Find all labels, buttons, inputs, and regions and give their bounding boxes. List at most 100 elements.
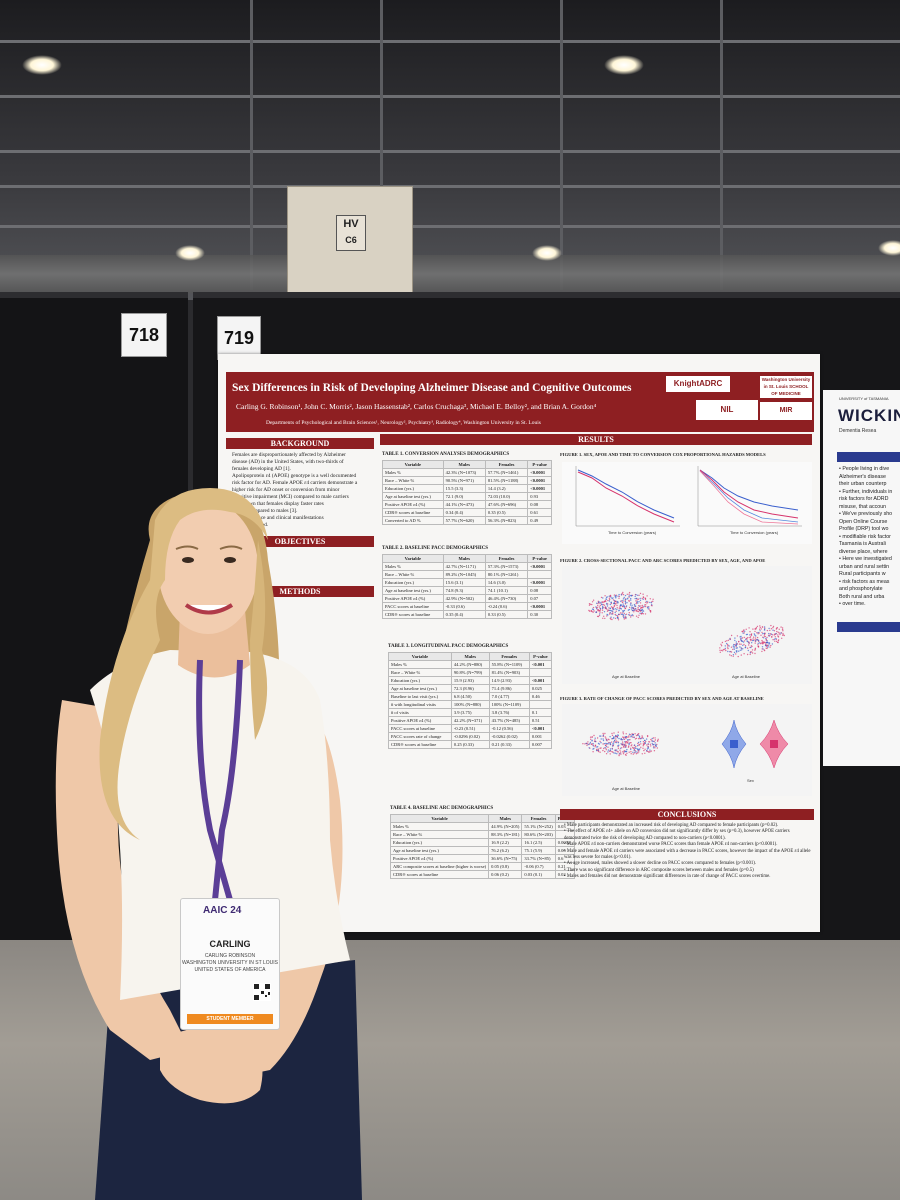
scatter-point	[598, 614, 601, 617]
scatter-point	[739, 649, 741, 651]
scatter-point	[742, 641, 745, 643]
scatter-point	[652, 600, 654, 602]
scatter-point	[742, 632, 744, 634]
scatter-point	[623, 745, 625, 747]
scatter-point	[774, 640, 776, 642]
scatter-point	[588, 609, 590, 612]
scatter-point	[638, 614, 640, 616]
scatter-point	[635, 608, 637, 610]
scatter-point	[629, 594, 631, 597]
scatter-point	[637, 594, 639, 596]
scatter-point	[609, 742, 611, 744]
scatter-point	[746, 633, 749, 636]
scatter-point	[764, 635, 766, 638]
scatter-point	[741, 637, 744, 639]
scatter-point	[730, 634, 733, 637]
scatter-point	[590, 738, 592, 740]
scatter-point	[652, 598, 654, 600]
background-line: disease (AD) in the United States, with …	[232, 459, 344, 465]
scatter-point	[614, 603, 617, 605]
scatter-point	[761, 639, 763, 642]
scatter-point	[605, 753, 608, 755]
truss	[0, 185, 900, 188]
scatter-point	[755, 635, 757, 637]
scatter-point	[646, 595, 648, 597]
scatter-point	[626, 752, 628, 754]
table-row: CDR® scores at baseline 0.25 (0.33) 0.21 (…	[388, 740, 553, 749]
scatter-point	[605, 737, 607, 739]
scatter-point	[628, 739, 630, 741]
scatter-point	[603, 611, 606, 613]
scatter-point	[735, 646, 737, 648]
scatter-point	[720, 645, 723, 647]
scatter-point	[616, 617, 619, 619]
scatter-point	[771, 643, 774, 645]
scatter-point	[592, 611, 594, 613]
scatter-point	[654, 737, 656, 739]
scatter-point	[759, 625, 761, 627]
scatter-point	[764, 644, 767, 646]
neighbor-poster-line: • risk factors as meas	[839, 578, 890, 585]
scatter-point	[743, 629, 745, 631]
scatter-point	[632, 607, 635, 610]
scatter-point	[602, 743, 604, 745]
scatter-point	[610, 602, 613, 605]
scatter-point	[727, 647, 729, 650]
scatter-point	[750, 639, 752, 642]
scatter-point	[652, 737, 655, 739]
badge-name: CARLING	[209, 939, 251, 949]
scatter-point	[610, 601, 612, 603]
scatter-point	[604, 750, 606, 753]
scatter-point	[597, 615, 600, 618]
scatter-point	[781, 628, 784, 631]
left-brow	[175, 545, 199, 550]
scatter-point	[621, 612, 623, 614]
scatter-point	[615, 738, 617, 740]
scatter-point	[618, 754, 620, 757]
table-row: CDR® scores at baseline 0.06 (0.2) 0.03 (0…	[389, 870, 576, 879]
scatter-point	[613, 732, 615, 734]
scatter-point	[612, 741, 615, 743]
scatter-point	[641, 611, 643, 614]
scatter-point	[606, 610, 609, 612]
scatter-point	[628, 735, 630, 737]
scatter-point	[596, 602, 598, 604]
name-badge: AAIC 24 CARLING CARLING ROBINSON WASHING…	[180, 898, 280, 1030]
scatter-point	[622, 603, 624, 605]
scatter-point	[653, 740, 655, 743]
scatter-point	[589, 736, 592, 738]
truss	[0, 40, 900, 43]
scatter-point	[773, 630, 776, 632]
scatter-point	[755, 627, 758, 629]
scatter-point	[751, 649, 754, 651]
scatter-point	[632, 751, 634, 753]
scatter-point	[615, 596, 617, 598]
scatter-point	[639, 597, 641, 600]
scatter-point	[608, 750, 611, 752]
scatter-point	[609, 598, 611, 601]
beam	[560, 0, 563, 290]
scatter-point	[613, 736, 615, 738]
table-cell: 0.03 (0.1)	[521, 870, 556, 879]
table-cell: 0.007	[528, 740, 553, 749]
scatter-point	[735, 647, 737, 649]
scatter-point	[763, 649, 765, 651]
scatter-point	[741, 640, 744, 642]
table-cell: 0.49	[527, 516, 552, 525]
scatter-point	[610, 741, 613, 743]
badge-ribbon: STUDENT MEMBER	[187, 1014, 273, 1024]
scatter-point	[602, 749, 604, 752]
scatter-point	[734, 637, 736, 639]
scatter-point	[780, 626, 782, 628]
scatter-point	[606, 615, 608, 617]
scatter-point	[761, 646, 764, 648]
scatter-point	[601, 601, 603, 603]
scatter-point	[649, 743, 652, 745]
scatter-point	[604, 744, 607, 747]
scatter-point	[730, 646, 733, 648]
neighbor-poster-line: • Here we investigated	[839, 556, 892, 562]
scatter-point	[637, 607, 639, 609]
conclusions-text: • Male participants demonstrated an incr…	[564, 823, 814, 881]
scatter-point	[719, 647, 721, 649]
neighbor-poster-line: Both rural and urba	[839, 593, 885, 600]
